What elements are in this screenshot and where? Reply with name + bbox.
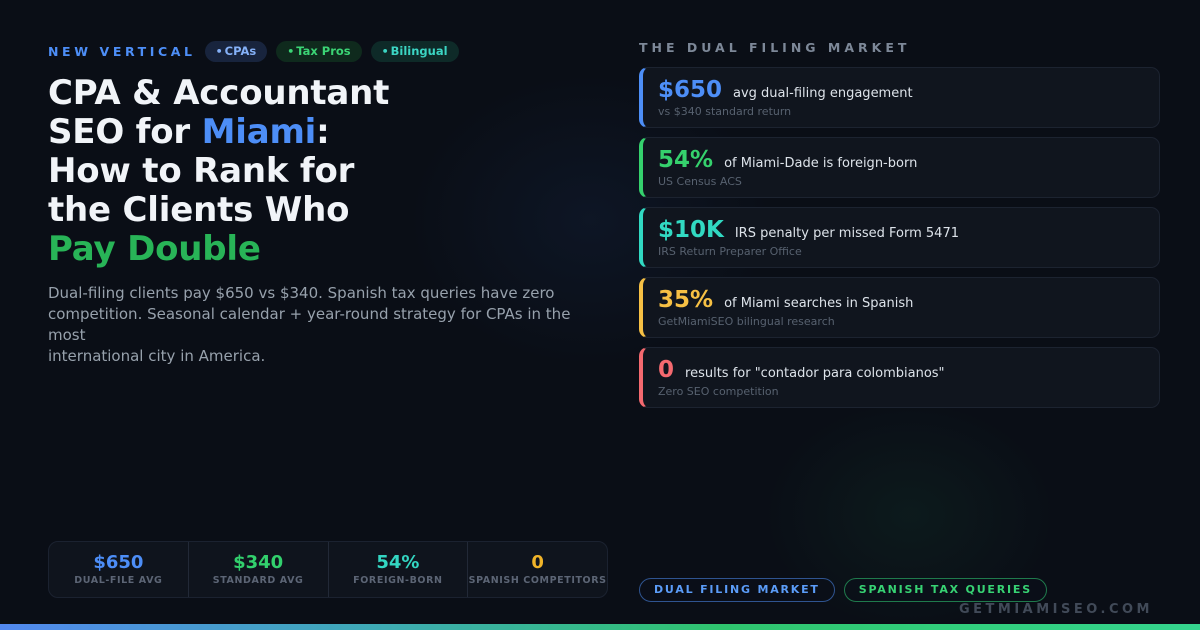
card-source: US Census ACS: [658, 175, 742, 188]
intro-line: Dual-filing clients pay $650 vs $340. Sp…: [48, 284, 555, 302]
badge-bilingual: • Bilingual: [370, 41, 459, 62]
market-cards: $650 avg dual-filing engagement vs $340 …: [639, 67, 1160, 417]
title-highlight-pay-double: Pay Double: [48, 229, 261, 269]
stat-label: FOREIGN-BORN: [353, 574, 443, 586]
card-source: GetMiamiSEO bilingual research: [658, 315, 835, 328]
title-line: SEO for Miami:: [48, 112, 330, 152]
stat-cell-spanish-competitors: 0 SPANISH COMPETITORS: [467, 542, 607, 597]
badge-tax-pros: • Tax Pros: [276, 41, 362, 62]
card-row: 54% of Miami-Dade is foreign-born: [658, 147, 1144, 173]
kicker-row: NEW VERTICAL • CPAs • Tax Pros • Bilingual: [48, 41, 459, 62]
bullet-dot-icon: •: [215, 44, 223, 58]
title-line: the Clients Who: [48, 190, 350, 230]
stat-card-foreign-born: 54% of Miami-Dade is foreign-born US Cen…: [639, 137, 1160, 198]
bottom-accent-bar: [0, 624, 1200, 630]
bullet-dot-icon: •: [287, 44, 295, 58]
card-label: results for "contador para colombianos": [685, 366, 945, 381]
stat-value: 0: [531, 551, 544, 573]
title-line: CPA & Accountant: [48, 73, 390, 113]
stat-card-spanish-searches: 35% of Miami searches in Spanish GetMiam…: [639, 277, 1160, 338]
stat-label: STANDARD AVG: [212, 574, 304, 586]
stat-value: $340: [233, 551, 284, 573]
footer-tags: DUAL FILING MARKET SPANISH TAX QUERIES: [639, 578, 1047, 602]
card-row: $650 avg dual-filing engagement: [658, 77, 1144, 103]
card-source: Zero SEO competition: [658, 385, 779, 398]
badge-cpas-label: CPAs: [224, 44, 257, 58]
stats-bar: $650 DUAL-FILE AVG $340 STANDARD AVG 54%…: [48, 541, 608, 598]
stat-cell-standard-avg: $340 STANDARD AVG: [187, 542, 328, 597]
card-label: of Miami-Dade is foreign-born: [724, 156, 918, 171]
card-source: IRS Return Preparer Office: [658, 245, 802, 258]
title-highlight-miami: Miami: [201, 112, 317, 152]
badge-cpas: • CPAs: [204, 41, 268, 62]
stat-cell-dual-file-avg: $650 DUAL-FILE AVG: [49, 542, 188, 597]
card-row: 0 results for "contador para colombianos…: [658, 357, 1144, 383]
badge-tax-pros-label: Tax Pros: [296, 44, 351, 58]
card-value: $10K: [658, 217, 724, 243]
tag-spanish-tax-queries: SPANISH TAX QUERIES: [843, 578, 1047, 602]
stat-value: 54%: [376, 551, 420, 573]
stat-label: SPANISH COMPETITORS: [468, 574, 607, 586]
section-heading: THE DUAL FILING MARKET: [639, 40, 911, 55]
title-line: Pay Double: [48, 230, 608, 269]
card-label: of Miami searches in Spanish: [724, 296, 914, 311]
card-value: 0: [658, 357, 675, 383]
tag-dual-filing-market: DUAL FILING MARKET: [639, 578, 835, 602]
card-label: IRS penalty per missed Form 5471: [734, 226, 959, 241]
card-label: avg dual-filing engagement: [733, 86, 913, 101]
stat-cell-foreign-born: 54% FOREIGN-BORN: [327, 542, 468, 597]
badge-bilingual-label: Bilingual: [390, 44, 448, 58]
page-title: CPA & Accountant SEO for Miami: How to R…: [48, 74, 608, 269]
intro-line: international city in America.: [48, 347, 266, 365]
card-source: vs $340 standard return: [658, 105, 792, 118]
stat-card-engagement: $650 avg dual-filing engagement vs $340 …: [639, 67, 1160, 128]
kicker-label: NEW VERTICAL: [48, 44, 196, 59]
card-value: 35%: [658, 287, 714, 313]
bullet-dot-icon: •: [381, 44, 389, 58]
stat-card-zero-results: 0 results for "contador para colombianos…: [639, 347, 1160, 408]
card-value: 54%: [658, 147, 714, 173]
card-row: $10K IRS penalty per missed Form 5471: [658, 217, 1144, 243]
stat-value: $650: [93, 551, 144, 573]
intro-line: competition. Seasonal calendar + year-ro…: [48, 305, 571, 344]
watermark: GETMIAMISEO.COM: [958, 602, 1153, 617]
card-value: $650: [658, 77, 723, 103]
stat-card-irs-penalty: $10K IRS penalty per missed Form 5471 IR…: [639, 207, 1160, 268]
title-line: How to Rank for: [48, 151, 355, 191]
card-row: 35% of Miami searches in Spanish: [658, 287, 1144, 313]
intro-paragraph: Dual-filing clients pay $650 vs $340. Sp…: [48, 283, 593, 367]
stat-label: DUAL-FILE AVG: [74, 574, 163, 586]
